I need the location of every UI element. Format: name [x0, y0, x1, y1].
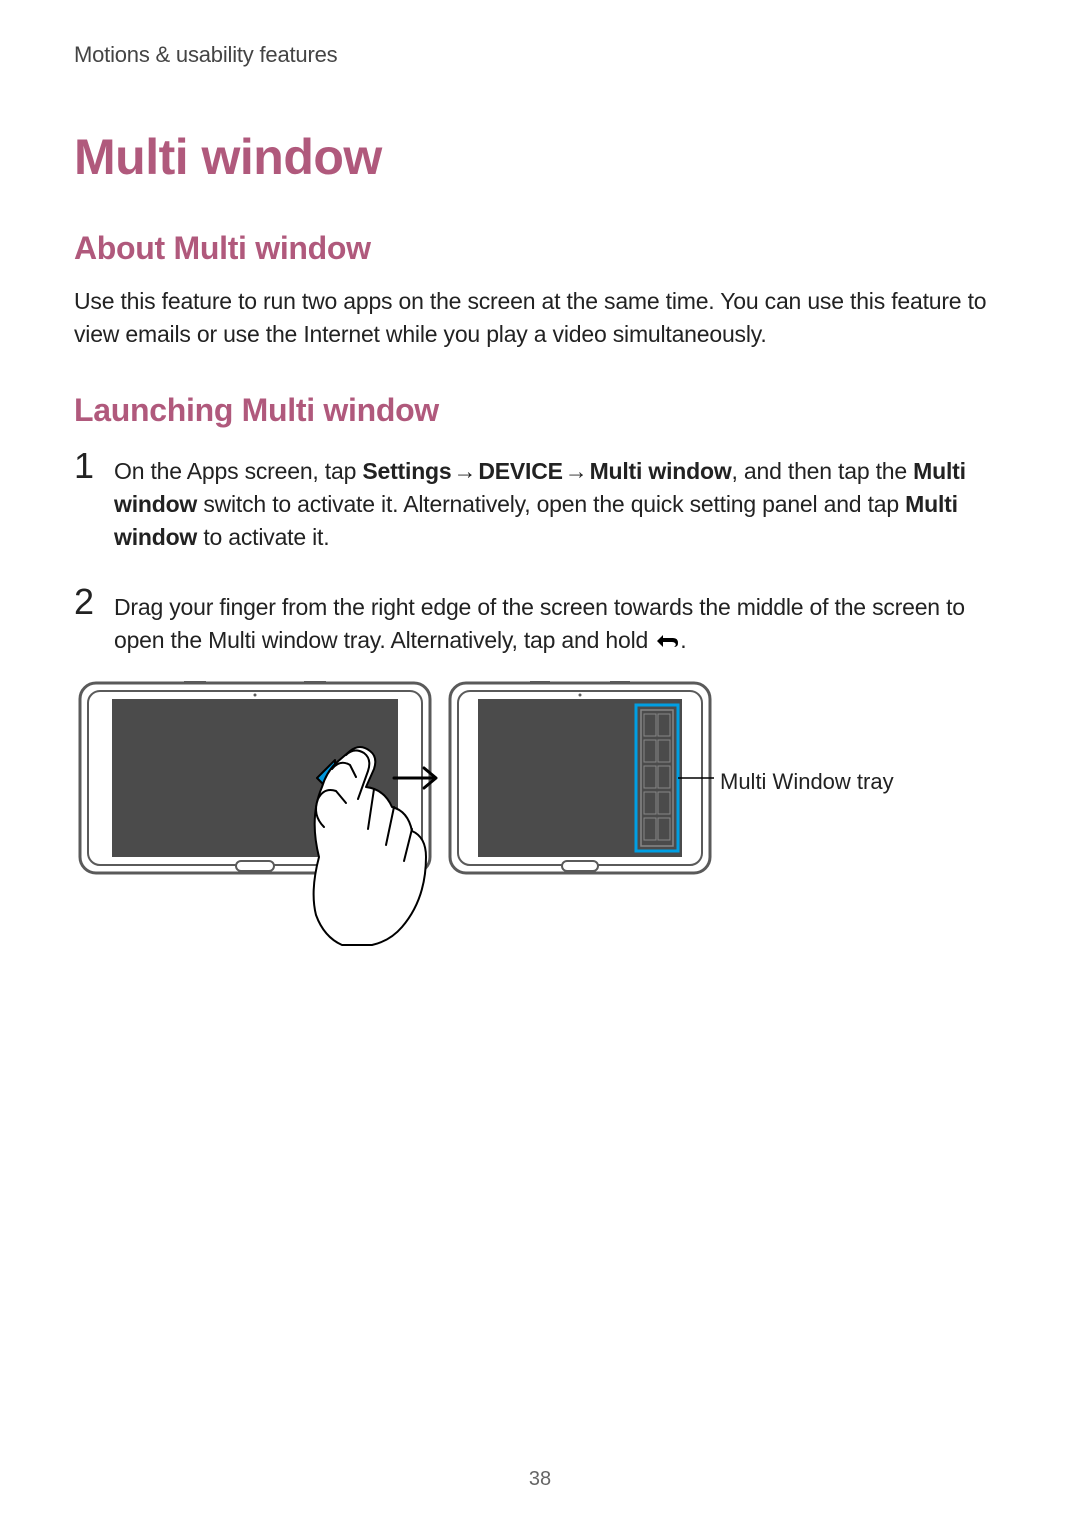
- about-body: Use this feature to run two apps on the …: [74, 285, 1006, 352]
- bold-text: Multi window: [590, 458, 732, 484]
- back-icon: [654, 632, 680, 650]
- arrow-icon: →: [452, 455, 479, 488]
- text-run: switch to activate it. Alternatively, op…: [197, 491, 905, 517]
- arrow-icon: →: [563, 455, 590, 488]
- step-2-text: Drag your finger from the right edge of …: [114, 591, 1006, 658]
- step-number: 1: [74, 445, 94, 487]
- callout-label: Multi Window tray: [720, 767, 894, 797]
- about-heading: About Multi window: [74, 230, 1006, 267]
- step-1: 1 On the Apps screen, tap Settings→DEVIC…: [74, 455, 1006, 555]
- bold-text: DEVICE: [478, 458, 562, 484]
- page-number: 38: [0, 1468, 1080, 1491]
- text-run: .: [680, 627, 686, 653]
- text-run: , and then tap the: [732, 458, 914, 484]
- page-title: Multi window: [74, 128, 1006, 186]
- text-run: to activate it.: [197, 524, 329, 550]
- launching-heading: Launching Multi window: [74, 392, 1006, 429]
- left-tablet: [80, 681, 436, 945]
- text-run: Drag your finger from the right edge of …: [114, 594, 965, 653]
- tablets-illustration: [74, 677, 714, 957]
- text-run: On the Apps screen, tap: [114, 458, 362, 484]
- step-1-text: On the Apps screen, tap Settings→DEVICE→…: [114, 455, 1006, 555]
- bold-text: Settings: [362, 458, 451, 484]
- right-tablet: [450, 681, 714, 873]
- step-number: 2: [74, 581, 94, 623]
- steps-list: 1 On the Apps screen, tap Settings→DEVIC…: [74, 455, 1006, 958]
- breadcrumb: Motions & usability features: [74, 42, 1006, 68]
- figure: Multi Window tray: [74, 677, 1006, 957]
- step-2: 2 Drag your finger from the right edge o…: [74, 591, 1006, 958]
